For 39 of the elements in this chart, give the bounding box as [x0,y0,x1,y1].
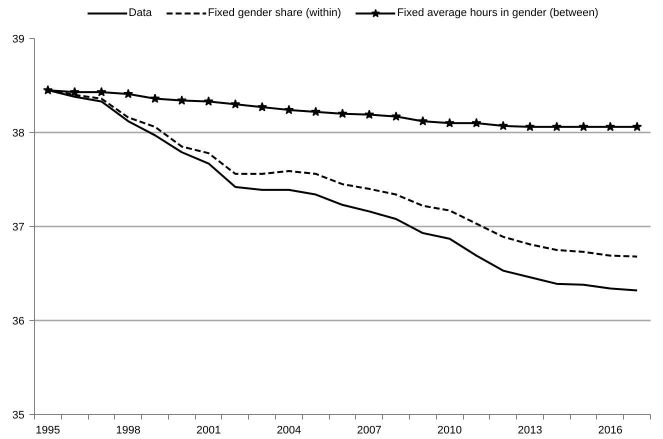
point [176,95,187,105]
point [284,104,294,114]
legend-label: Data [128,7,152,19]
legend-label: Fixed gender share (within) [208,7,342,19]
x-tick-label: 1995 [36,424,60,436]
y-tick-label: 35 [12,410,25,422]
point [204,96,214,106]
point [43,85,53,94]
point [150,94,160,103]
point [310,106,321,116]
x-tick-label: 1998 [116,424,140,436]
point [472,118,482,128]
point [391,111,401,121]
x-tick-label: 2007 [357,424,382,436]
y-tick-label: 39 [12,34,25,46]
point [498,120,508,130]
y-tick-label: 36 [12,316,25,328]
point [230,99,240,109]
point [578,122,588,132]
point [123,88,134,98]
point [338,108,348,118]
legend-label: Fixed average hours in gender (between) [397,7,598,19]
x-tick-label: 2010 [437,424,462,436]
point [605,122,616,132]
point [96,86,106,96]
point [552,122,562,132]
point [364,110,374,119]
point [525,122,535,132]
x-tick-label: 2004 [276,424,302,436]
point [257,102,268,112]
point [70,86,80,96]
point [632,122,642,132]
y-tick-label: 37 [12,222,25,234]
x-tick-label: 2016 [598,424,623,436]
y-tick-label: 38 [12,128,25,140]
point [444,118,455,128]
x-tick-label: 2001 [196,424,221,436]
point [418,116,428,126]
x-tick-label: 2013 [518,424,542,436]
